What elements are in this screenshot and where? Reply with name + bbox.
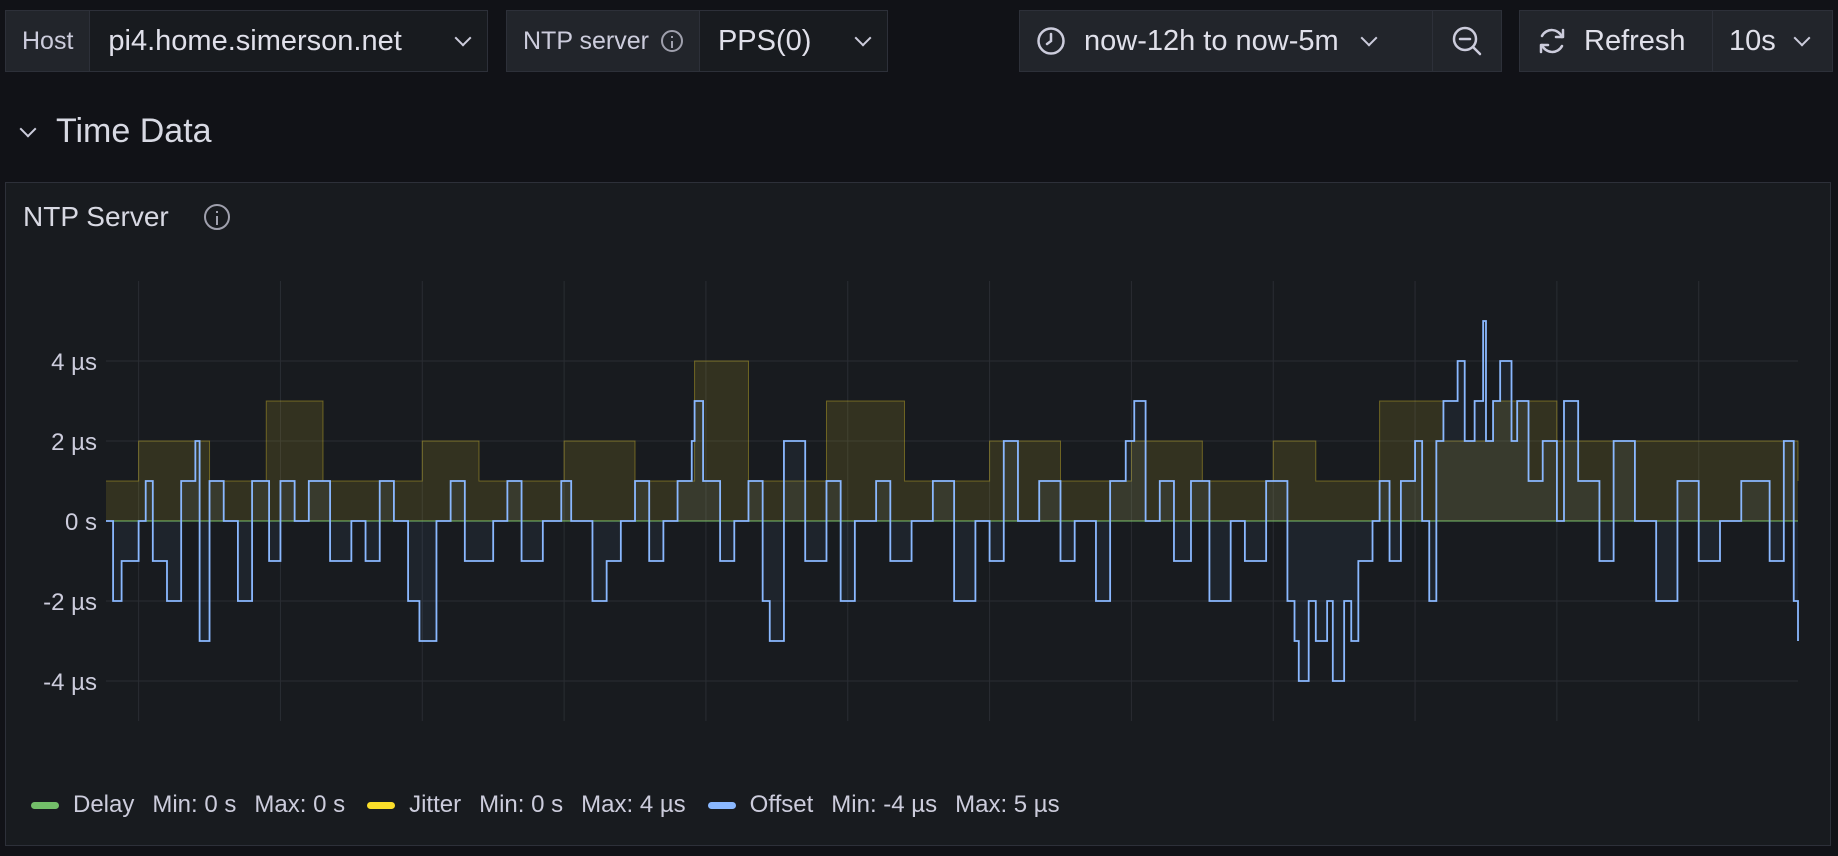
time-range-value: now-12h to now-5m [1084,24,1339,57]
refresh-label: Refresh [1584,24,1686,57]
time-series-chart[interactable]: 4 µs2 µs0 s-2 µs-4 µs 00:0001:0002:0003:… [6,183,1832,743]
refresh-interval-select[interactable]: 10s [1712,11,1832,71]
legend-item-delay[interactable]: Delay Min: 0 s Max: 0 s [31,791,345,819]
refresh-controls: Refresh 10s [1519,10,1833,72]
ntp-server-value: PPS(0) [717,24,812,57]
legend-swatch [367,801,396,809]
ntp-server-panel: NTP Server 4 µs2 µs0 s-2 µs-4 µs 00:0001… [5,182,1831,846]
y-axis: 4 µs 2 µs 0 s -2 µs -4 µs [43,349,97,696]
row-title: Time Data [56,112,212,150]
ntp-server-label-box: NTP server [507,11,700,71]
chevron-down-icon [1793,29,1811,47]
panel-header: NTP Server [23,201,230,233]
legend-swatch [707,801,736,809]
refresh-interval-value: 10s [1729,24,1776,57]
panel-title[interactable]: NTP Server [23,201,169,232]
time-range-picker[interactable]: now-12h to now-5m [1020,11,1432,71]
time-range-controls: now-12h to now-5m [1019,10,1502,72]
offset-series [106,320,1799,682]
y-tick-label: 0 s [65,509,97,536]
legend-max: Max: 5 µs [955,791,1060,818]
host-value: pi4.home.simerson.net [108,24,402,57]
chevron-down-icon [454,29,472,47]
y-tick-label: -4 µs [43,669,97,696]
y-tick-label: 2 µs [51,429,97,456]
legend-series-name: Delay [73,791,135,818]
host-variable: Host pi4.home.simerson.net [5,10,488,72]
chevron-down-icon [854,29,872,47]
legend-item-jitter[interactable]: Jitter Min: 0 s Max: 4 µs [367,791,686,819]
legend-item-offset[interactable]: Offset Min: -4 µs Max: 5 µs [707,791,1060,819]
jitter-series-fill [106,361,1798,521]
y-tick-label: 4 µs [51,349,97,376]
ntp-server-select[interactable]: PPS(0) [700,11,887,71]
refresh-button[interactable]: Refresh [1520,11,1712,71]
legend-max: Max: 0 s [254,791,346,818]
ntp-server-variable: NTP server PPS(0) [506,10,888,72]
host-select[interactable]: pi4.home.simerson.net [90,11,487,71]
info-icon[interactable] [203,204,230,230]
y-tick-label: -2 µs [43,589,97,616]
legend-max: Max: 4 µs [581,791,686,818]
offset-series-fill [106,321,1798,681]
chevron-down-icon [19,120,37,137]
ntp-server-label: NTP server [523,26,649,55]
refresh-icon [1539,28,1565,54]
host-label: Host [6,11,91,71]
row-header-time-data[interactable]: Time Data [19,112,212,151]
legend-series-name: Jitter [409,791,462,818]
legend-min: Min: 0 s [479,791,564,818]
legend-min: Min: 0 s [152,791,237,818]
legend-min: Min: -4 µs [831,791,938,818]
legend-series-name: Offset [749,791,814,818]
zoom-out-icon [1452,26,1482,56]
clock-icon [1037,27,1065,55]
legend-swatch [31,801,59,809]
chevron-down-icon [1360,29,1378,47]
zoom-out-button[interactable] [1432,11,1501,71]
info-icon[interactable] [660,30,683,52]
chart-series [106,320,1799,682]
chart-legend: Delay Min: 0 s Max: 0 s Jitter Min: 0 s Max: … [31,791,1082,819]
